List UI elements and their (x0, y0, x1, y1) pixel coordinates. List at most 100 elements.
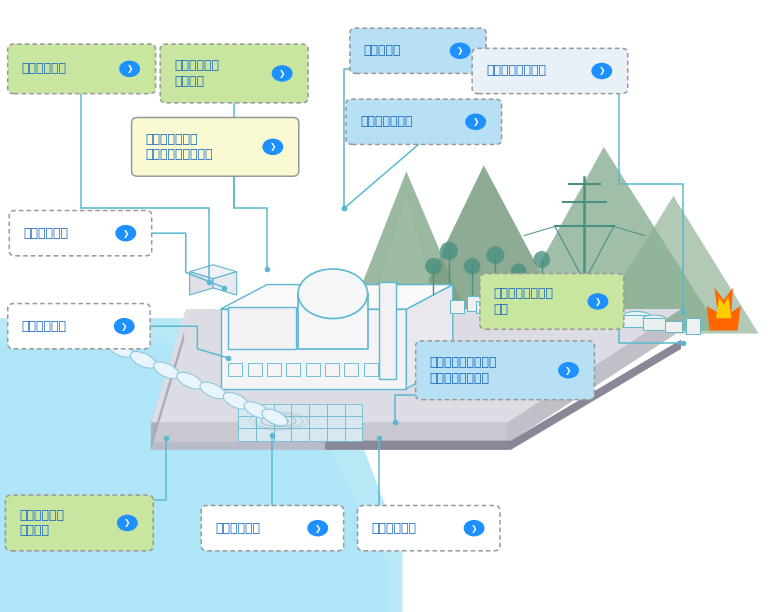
Polygon shape (0, 343, 387, 612)
Polygon shape (221, 285, 453, 309)
Bar (306, 363, 320, 376)
Ellipse shape (624, 312, 649, 319)
Ellipse shape (107, 340, 133, 357)
Bar (256, 428, 274, 441)
Bar (292, 416, 309, 428)
Ellipse shape (262, 409, 288, 426)
Text: ❯: ❯ (124, 518, 131, 528)
Bar (327, 404, 344, 416)
Ellipse shape (130, 351, 156, 368)
FancyBboxPatch shape (358, 506, 500, 551)
Bar (665, 321, 682, 332)
Text: ❯: ❯ (279, 69, 286, 78)
Bar (309, 404, 327, 416)
Bar (228, 307, 296, 349)
Bar (256, 416, 274, 428)
Bar (327, 416, 344, 428)
Circle shape (587, 293, 608, 310)
Bar (309, 416, 327, 428)
Text: 放射性物質の
拡散抑制: 放射性物質の 拡散抑制 (19, 509, 64, 537)
Bar (286, 363, 300, 376)
Ellipse shape (298, 269, 368, 319)
Circle shape (450, 42, 471, 59)
Ellipse shape (425, 258, 442, 274)
Circle shape (591, 63, 612, 79)
Ellipse shape (223, 392, 249, 409)
Polygon shape (221, 309, 406, 389)
FancyBboxPatch shape (160, 44, 308, 103)
FancyBboxPatch shape (472, 48, 628, 94)
Ellipse shape (643, 315, 665, 321)
Text: テロや大規模な
自然災害等への備え: テロや大規模な 自然災害等への備え (146, 133, 213, 161)
FancyBboxPatch shape (132, 118, 299, 176)
Polygon shape (151, 442, 507, 450)
Bar (256, 404, 274, 416)
Bar (344, 416, 362, 428)
Polygon shape (213, 272, 237, 295)
Circle shape (115, 225, 136, 242)
Bar (238, 404, 256, 416)
Circle shape (307, 520, 328, 536)
Text: アクセスルートの
確保: アクセスルートの 確保 (494, 287, 554, 316)
Circle shape (119, 61, 140, 77)
Ellipse shape (200, 382, 226, 399)
Bar (512, 307, 525, 318)
FancyBboxPatch shape (8, 304, 150, 349)
Bar (344, 404, 362, 416)
Bar (325, 363, 339, 376)
Circle shape (262, 138, 283, 155)
Circle shape (558, 362, 579, 378)
Text: ❯: ❯ (457, 47, 464, 55)
FancyBboxPatch shape (201, 506, 344, 551)
Bar (467, 296, 480, 311)
Text: 津波への備え: 津波への備え (23, 226, 68, 240)
Polygon shape (151, 332, 184, 450)
Bar (298, 294, 368, 349)
Polygon shape (0, 318, 402, 612)
Text: 放射性物質の
放出抑制: 放射性物質の 放出抑制 (174, 59, 219, 88)
Bar (292, 428, 309, 441)
Bar (495, 302, 509, 316)
Bar (643, 318, 665, 330)
Bar (327, 428, 344, 441)
Polygon shape (503, 147, 720, 330)
Polygon shape (372, 196, 437, 309)
Text: ❯: ❯ (565, 366, 572, 375)
Bar (238, 428, 256, 441)
Bar (344, 363, 358, 376)
Polygon shape (151, 422, 507, 444)
Polygon shape (410, 165, 565, 318)
Polygon shape (507, 309, 681, 444)
Text: 緊急時対策所: 緊急時対策所 (22, 62, 67, 75)
Bar (309, 428, 327, 441)
Polygon shape (190, 265, 237, 278)
Ellipse shape (153, 362, 180, 379)
FancyBboxPatch shape (480, 274, 624, 329)
Bar (267, 363, 281, 376)
Text: 電源の強化: 電源の強化 (364, 44, 401, 58)
FancyBboxPatch shape (346, 99, 502, 144)
Bar (450, 300, 464, 313)
Polygon shape (716, 297, 731, 318)
Text: 外部火災への備え: 外部火災への備え (486, 64, 546, 78)
Text: 竜巻への備え: 竜巻への備え (215, 521, 260, 535)
Text: ❯: ❯ (598, 67, 605, 75)
Polygon shape (707, 288, 741, 330)
Ellipse shape (533, 251, 550, 268)
Text: 格納容器の破損防止
水素爆発防止対策: 格納容器の破損防止 水素爆発防止対策 (430, 356, 497, 384)
Bar (624, 315, 649, 327)
Circle shape (272, 65, 293, 81)
FancyBboxPatch shape (350, 28, 486, 73)
Ellipse shape (486, 247, 505, 264)
Text: 津波への備え: 津波への備え (22, 319, 67, 333)
Polygon shape (352, 171, 464, 309)
FancyBboxPatch shape (416, 341, 594, 400)
FancyBboxPatch shape (5, 495, 153, 551)
Ellipse shape (464, 258, 481, 274)
Ellipse shape (511, 263, 526, 279)
Bar (344, 428, 362, 441)
Polygon shape (190, 272, 213, 295)
Bar (476, 301, 491, 313)
Text: 冷却機能の強化: 冷却機能の強化 (360, 115, 413, 129)
Bar (274, 404, 292, 416)
